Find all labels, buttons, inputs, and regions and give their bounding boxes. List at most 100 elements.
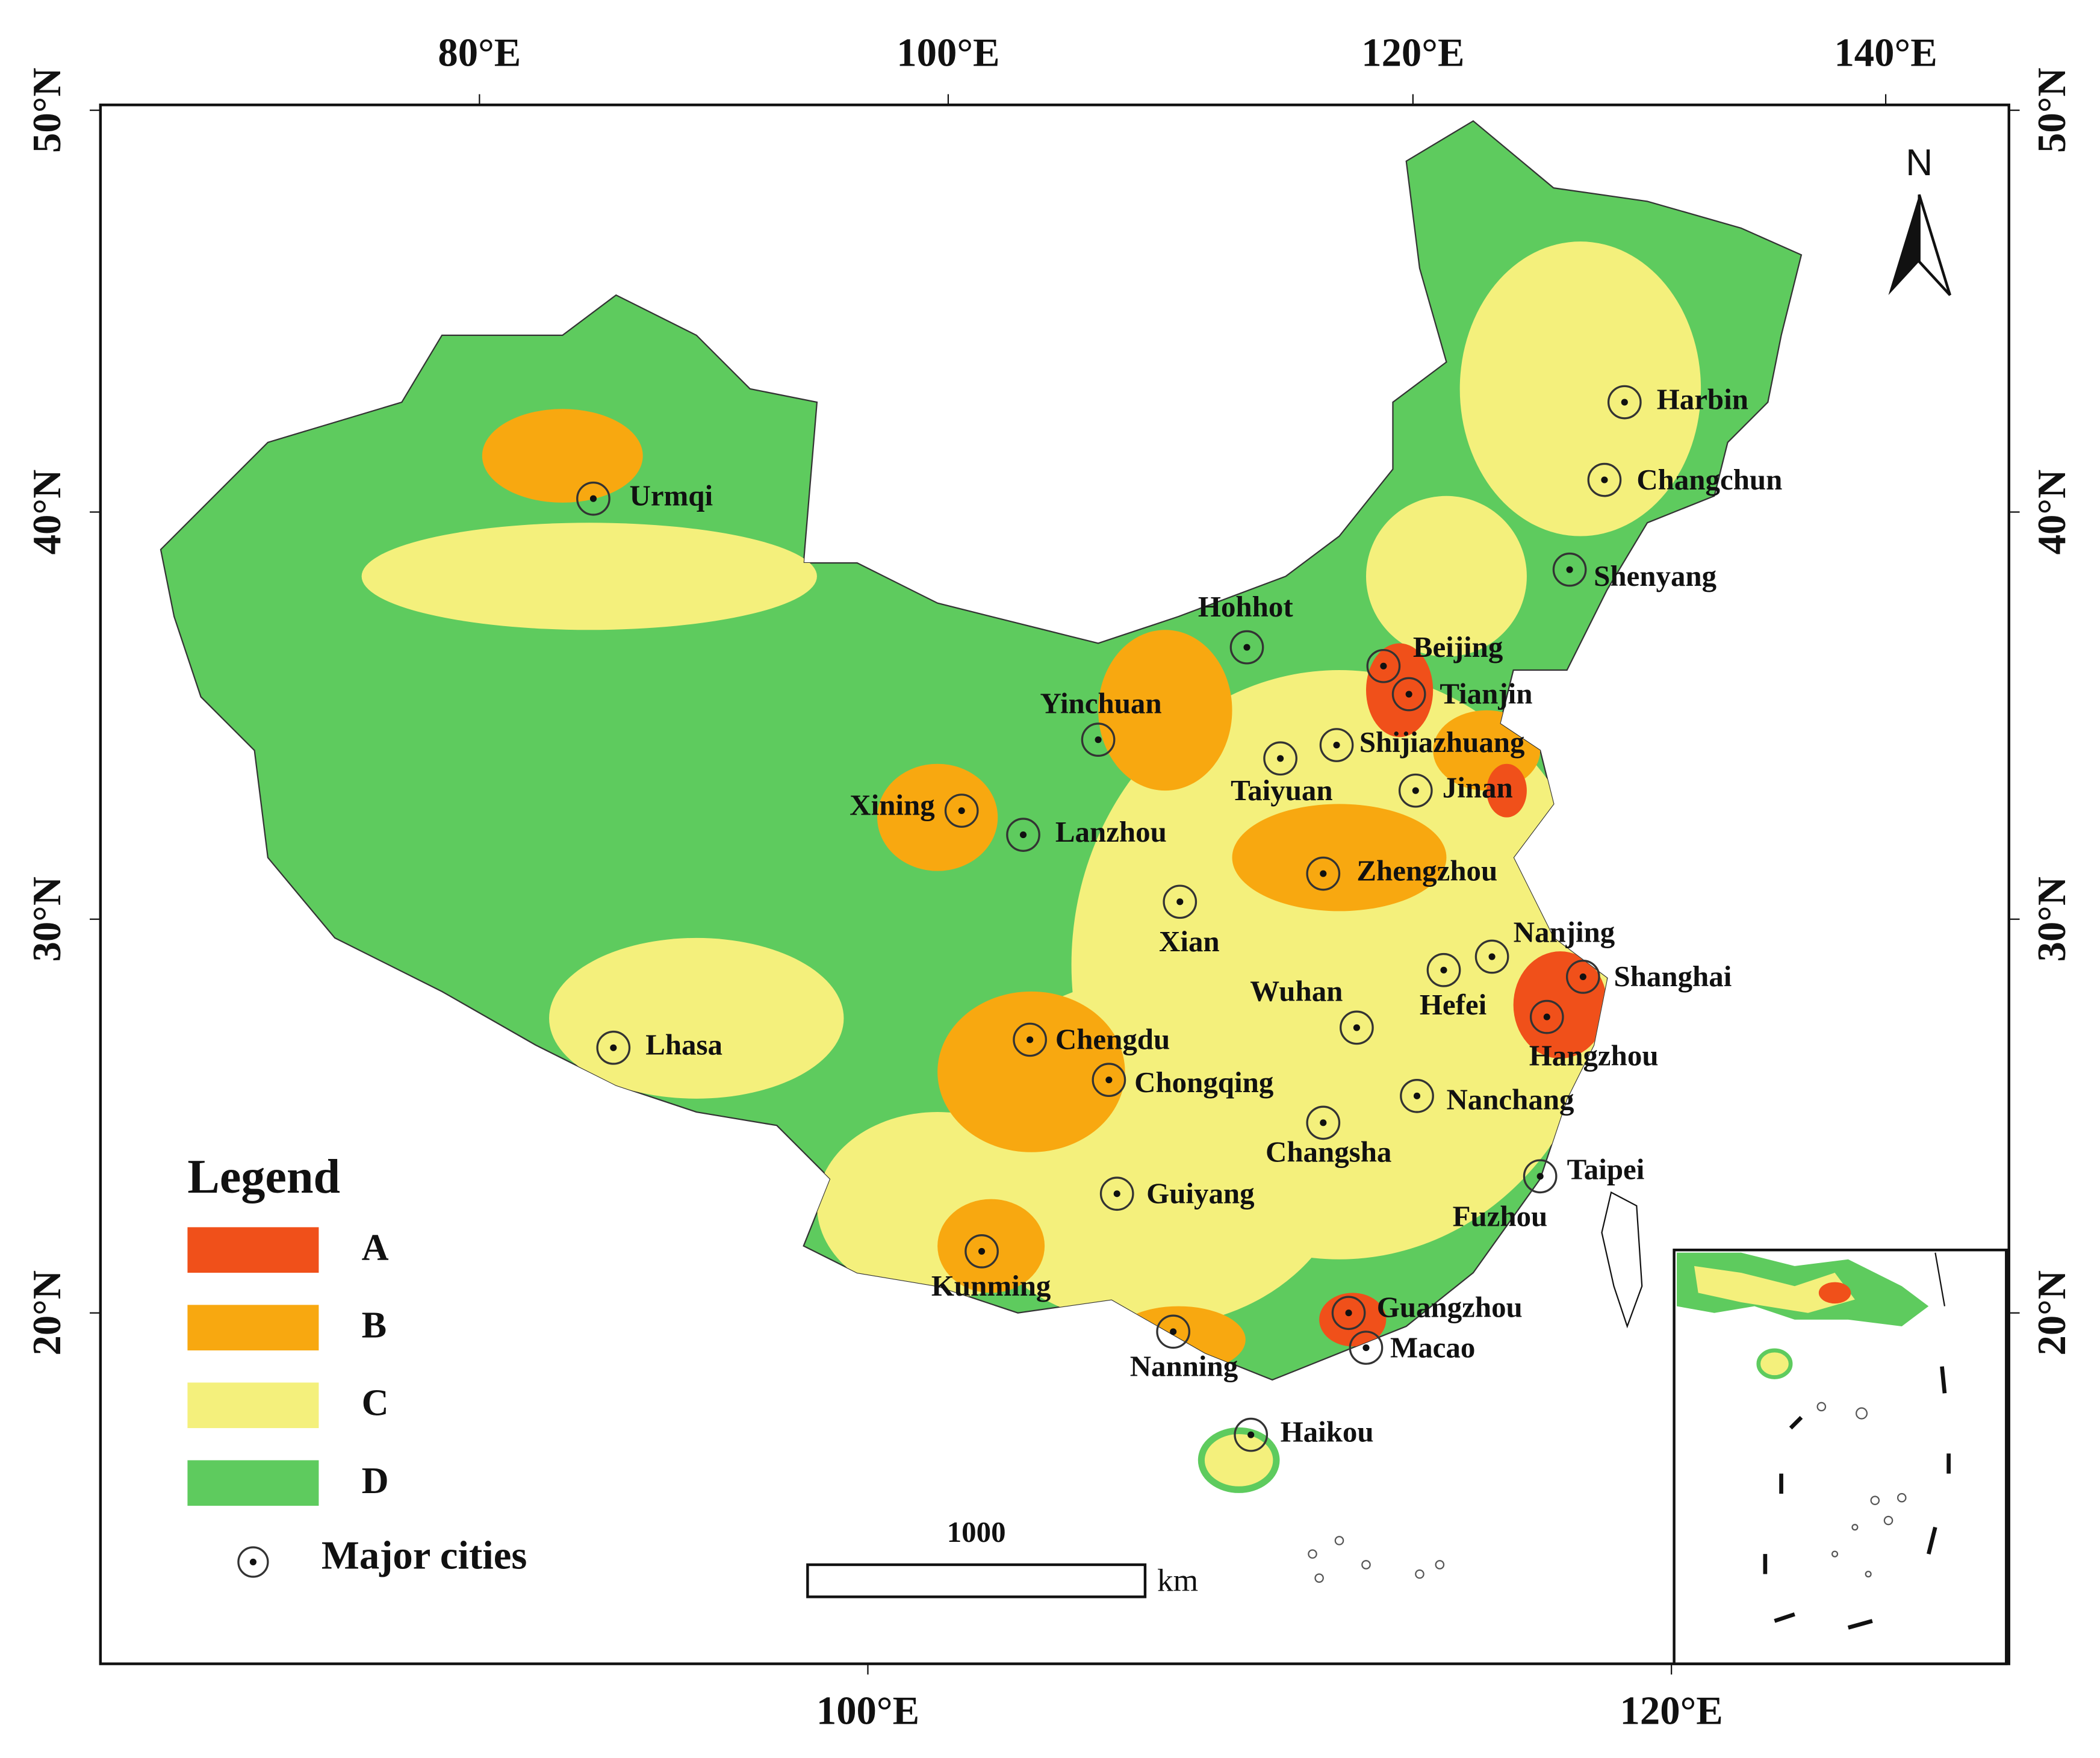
city-ring	[1607, 385, 1642, 420]
city-ring	[1400, 1079, 1434, 1113]
city-dot	[1543, 1013, 1550, 1020]
city-ring	[1319, 728, 1354, 762]
city-ring	[1391, 677, 1426, 712]
scale-value: 1000	[947, 1515, 1006, 1548]
city-dot	[1601, 476, 1608, 483]
city-label: Nanchang	[1446, 1083, 1574, 1116]
city-ring	[1163, 884, 1198, 919]
city-dot	[1353, 1024, 1360, 1031]
city-label: Beijing	[1413, 630, 1503, 663]
cities: Urmqi Harbin Changchun Shenyang Hohhot Beijin…	[576, 382, 1782, 1452]
city-dot	[1488, 953, 1496, 960]
class-region	[1486, 763, 1527, 818]
class-region	[1459, 241, 1701, 536]
top-tick-label: 120°E	[1361, 31, 1464, 75]
legend-swatch	[187, 1460, 319, 1506]
city-dot	[1440, 966, 1447, 974]
city-ring	[1523, 1159, 1558, 1194]
class-region	[937, 1199, 1045, 1293]
legend-swatch	[187, 1382, 319, 1429]
city-label: Wuhan	[1250, 975, 1343, 1008]
city-label: Macao	[1390, 1331, 1475, 1364]
left-tick-label: 20°N	[25, 1270, 69, 1356]
legend-swatch	[187, 1227, 319, 1273]
city-dot	[1277, 755, 1284, 762]
city-label: Chengdu	[1055, 1023, 1170, 1056]
city-dot	[1621, 399, 1628, 406]
land	[160, 120, 1803, 1493]
city-ring	[1099, 1176, 1134, 1211]
class-region	[937, 991, 1125, 1152]
class-region	[1365, 495, 1527, 657]
city-ring	[1426, 952, 1461, 987]
city-label: Xian	[1159, 925, 1220, 958]
city-ring	[1587, 462, 1622, 497]
city-ring	[1229, 630, 1264, 665]
city-ring	[1263, 741, 1297, 776]
city-dot	[1027, 1036, 1034, 1043]
city-ring	[576, 481, 610, 516]
legend-title: Legend	[187, 1151, 340, 1204]
city-label: Fuzhou	[1453, 1199, 1548, 1232]
city-label: Chongqing	[1134, 1066, 1273, 1099]
city-label: Taipei	[1567, 1152, 1645, 1185]
island	[1314, 1573, 1324, 1583]
city-dot	[1405, 691, 1412, 698]
legend-city-ring	[237, 1546, 269, 1578]
city-ring	[1398, 773, 1433, 808]
city-label: Guiyang	[1146, 1176, 1254, 1210]
city-dot	[1380, 662, 1387, 669]
legend-swatch	[187, 1305, 319, 1351]
island	[1308, 1549, 1317, 1559]
island	[1415, 1569, 1424, 1579]
top-tick-label: 80°E	[438, 31, 521, 75]
city-label: Hohhot	[1198, 590, 1293, 623]
city-dot	[1176, 898, 1184, 905]
city-ring	[1092, 1063, 1126, 1098]
class-region	[549, 937, 844, 1099]
legend-label: B	[362, 1305, 387, 1346]
city-label: Changchun	[1636, 463, 1782, 496]
city-label: Shijiazhuang	[1359, 725, 1525, 759]
city-dot	[1413, 1092, 1421, 1099]
city-label: Guangzhou	[1377, 1291, 1523, 1324]
top-tick-label: 140°E	[1834, 31, 1937, 75]
city-label: Xining	[850, 788, 934, 821]
class-region	[361, 523, 817, 630]
city-dot	[1412, 787, 1419, 794]
city-label: Shanghai	[1614, 960, 1732, 993]
city-label: Lanzhou	[1055, 815, 1167, 848]
city-label: Hangzhou	[1529, 1039, 1659, 1072]
north-label: N	[1906, 142, 1933, 184]
city-dot	[1566, 566, 1573, 573]
city-dot	[978, 1247, 986, 1255]
city-ring	[1552, 552, 1587, 587]
city-ring	[1081, 722, 1116, 757]
city-dot	[1095, 736, 1102, 744]
city-label: Haikou	[1281, 1415, 1374, 1448]
city-ring	[1529, 999, 1564, 1034]
city-label: Jinan	[1443, 771, 1513, 804]
right-tick-label: 40°N	[2030, 470, 2074, 555]
left-tick-label: 40°N	[25, 470, 69, 555]
city-dot	[1333, 741, 1340, 749]
city-dot	[1113, 1190, 1120, 1197]
city-dot	[589, 495, 597, 502]
island	[1361, 1560, 1371, 1570]
city-ring	[1006, 818, 1040, 852]
bottom-tick-label: 120°E	[1620, 1689, 1723, 1733]
left-tick-label: 30°N	[25, 877, 69, 962]
hainan	[1198, 1427, 1280, 1493]
city-ring	[1156, 1314, 1191, 1349]
island	[1334, 1536, 1344, 1545]
class-region	[482, 409, 643, 503]
class-region	[1232, 804, 1447, 912]
legend-city-dot	[249, 1558, 256, 1566]
city-ring	[1349, 1331, 1384, 1365]
city-label: Nanjing	[1514, 916, 1615, 949]
city-ring	[1234, 1417, 1269, 1452]
city-label: Urmqi	[630, 479, 713, 512]
city-ring	[596, 1030, 631, 1065]
city-dot	[1019, 831, 1027, 839]
